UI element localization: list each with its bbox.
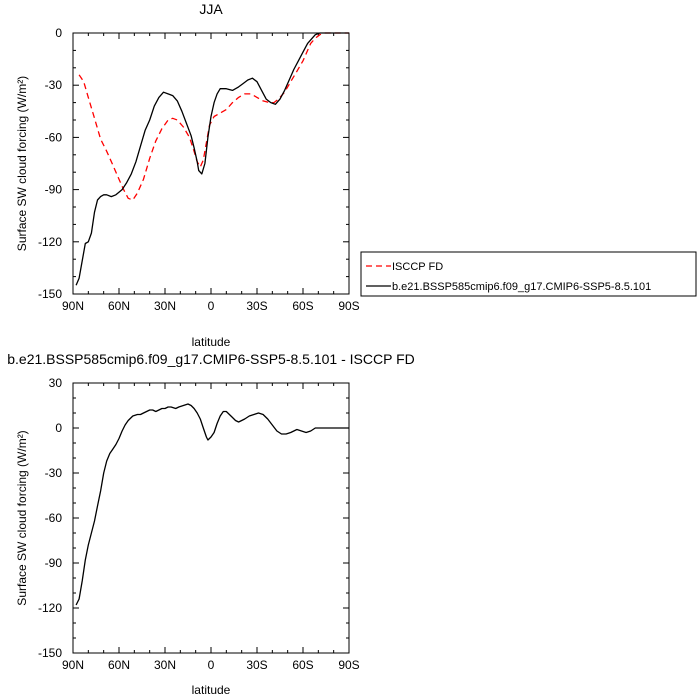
x-tick-label: 60S [292,299,313,313]
y-tick-label: -150 [38,646,62,660]
top-panel: JJA 90N 60N 30N 0 30S 60S 90S 0 -30 -60 -90 -120 -15… [15,1,360,349]
series-line-1 [78,32,349,201]
bottom-panel-title: b.e21.BSSP585cmip6.f09_g17.CMIP6-SSP5-8.… [7,351,415,367]
legend-label-model: b.e21.BSSP585cmip6.f09_g17.CMIP6-SSP5-8.… [392,281,651,293]
x-tick-label: 60N [108,658,130,672]
x-tick-label: 90S [338,658,359,672]
bottom-plot-frame [72,382,350,654]
bottom-y-axis-label: Surface SW cloud forcing (W/m²) [15,430,29,605]
series-line-1 [75,403,349,606]
x-tick-label: 60N [108,299,130,313]
x-tick-label: 30S [246,658,267,672]
bottom-axis-ticks [72,382,350,654]
bottom-x-axis-label: latitude [192,683,231,697]
y-tick-label: -120 [38,601,62,615]
y-tick-label: -30 [45,78,63,92]
series-line-2 [75,32,349,286]
x-tick-label: 30N [154,299,176,313]
legend-label-isccp: ISCCP FD [392,261,443,273]
top-series-group [75,32,349,286]
bottom-series-group [75,403,349,606]
top-axis-ticks [72,32,350,295]
top-tick-labels: 90N 60N 30N 0 30S 60S 90S 0 -30 -60 -90 -120 -150 [38,26,360,313]
y-tick-label: -60 [45,130,63,144]
y-tick-label: -150 [38,287,62,301]
top-plot-frame [72,32,350,295]
y-tick-label: -90 [45,183,63,197]
top-x-axis-label: latitude [192,335,231,349]
bottom-panel: b.e21.BSSP585cmip6.f09_g17.CMIP6-SSP5-8.… [7,351,415,697]
y-tick-label: 30 [49,376,63,390]
x-tick-label: 90N [62,299,84,313]
x-tick-label: 0 [208,299,215,313]
top-y-axis-label: Surface SW cloud forcing (W/m²) [15,76,29,251]
x-tick-label: 90N [62,658,84,672]
y-tick-label: 0 [55,26,62,40]
bottom-tick-labels: 90N 60N 30N 0 30S 60S 90S 30 0 -30 -60 -90 -120 -150 [38,376,360,672]
x-tick-label: 0 [208,658,215,672]
top-panel-title: JJA [199,1,223,17]
legend-box [360,251,697,297]
y-tick-label: -120 [38,235,62,249]
y-tick-label: 0 [55,421,62,435]
x-tick-label: 30S [246,299,267,313]
legend: ISCCP FD b.e21.BSSP585cmip6.f09_g17.CMIP… [360,251,697,297]
y-tick-label: -90 [45,556,63,570]
x-tick-label: 90S [338,299,359,313]
x-tick-label: 60S [292,658,313,672]
y-tick-label: -60 [45,511,63,525]
x-tick-label: 30N [154,658,176,672]
y-tick-label: -30 [45,466,63,480]
